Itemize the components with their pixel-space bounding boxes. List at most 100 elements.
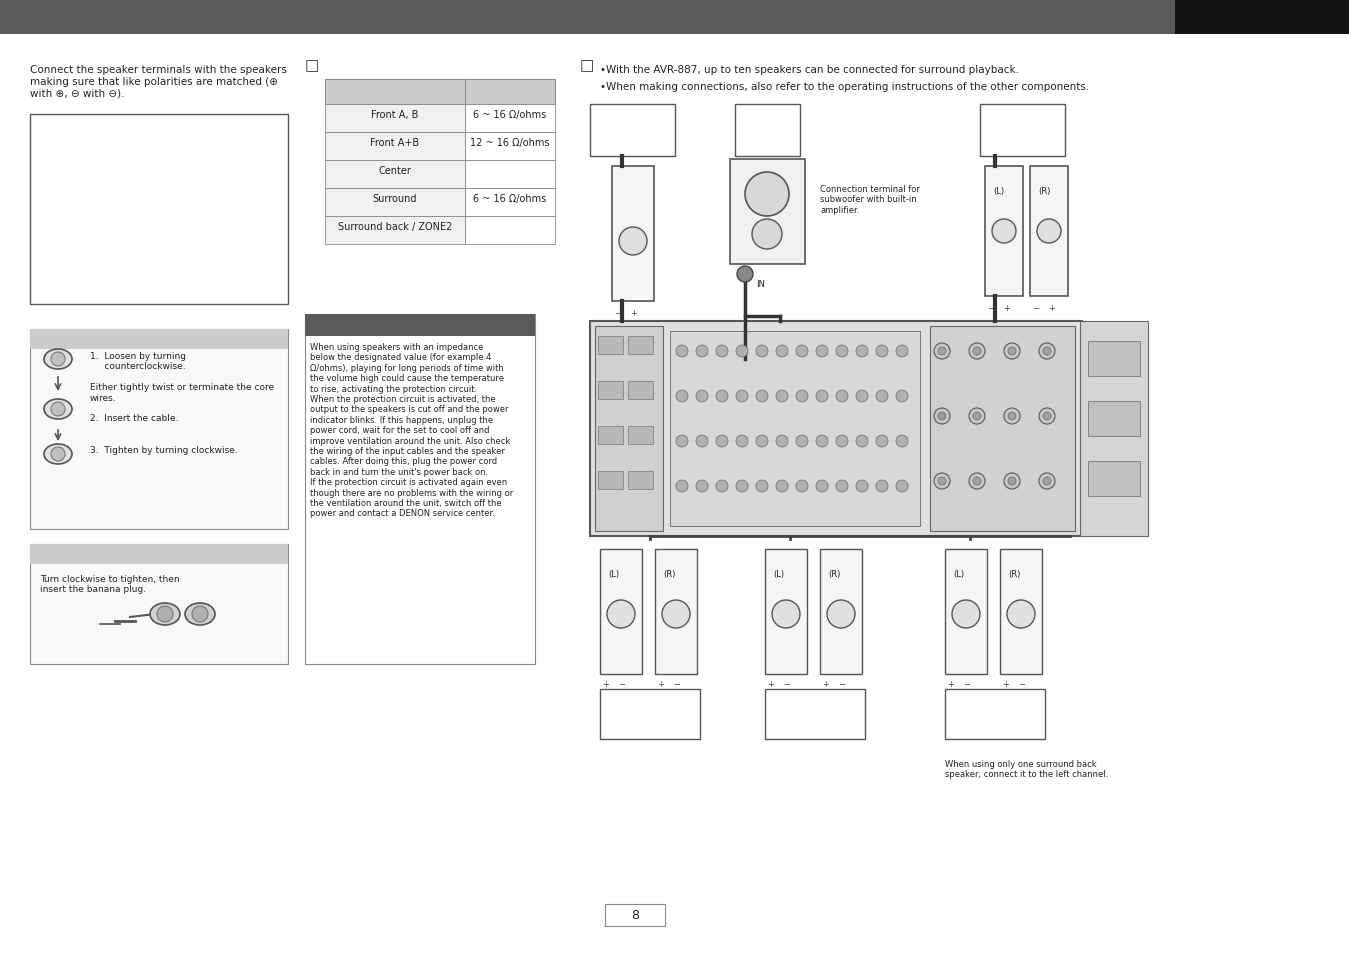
Circle shape [751,220,782,250]
Text: (R): (R) [828,569,840,578]
Bar [1089,341,1140,376]
Bar [929,327,1075,532]
Text: Surround: Surround [372,193,417,204]
Circle shape [896,480,908,493]
Text: □: □ [305,58,320,73]
Bar [670,332,920,526]
Circle shape [973,413,981,420]
Ellipse shape [185,603,214,625]
Text: +: + [822,679,828,688]
Circle shape [938,413,946,420]
Circle shape [662,600,689,628]
Text: +: + [768,679,774,688]
Circle shape [973,477,981,485]
Bar [465,105,554,132]
Circle shape [676,346,688,357]
Circle shape [1039,409,1055,424]
Bar [1175,0,1349,35]
Bar [629,472,653,490]
Bar [765,550,807,675]
Bar [325,216,465,245]
Circle shape [776,346,788,357]
Bar [590,322,1082,537]
Bar [465,80,554,105]
Text: −: − [1032,304,1039,313]
Text: When using only one surround back
speaker, connect it to the left channel.: When using only one surround back speake… [946,760,1109,779]
Text: (R): (R) [662,569,676,578]
Circle shape [816,480,828,493]
Bar [325,189,465,216]
Circle shape [816,391,828,402]
Circle shape [716,436,728,448]
Circle shape [755,436,768,448]
Text: −: − [1018,679,1025,688]
Circle shape [755,391,768,402]
Text: (L): (L) [993,187,1004,195]
Circle shape [1043,413,1051,420]
Ellipse shape [45,399,71,419]
Circle shape [696,480,708,493]
Circle shape [896,346,908,357]
Bar [820,550,862,675]
Circle shape [952,600,979,628]
Bar [590,105,674,157]
Circle shape [816,346,828,357]
Circle shape [1043,477,1051,485]
Bar [946,689,1045,740]
Circle shape [156,606,173,622]
Bar [325,105,465,132]
Bar [30,544,287,664]
Circle shape [796,480,808,493]
Bar [985,167,1023,296]
Bar [730,160,805,265]
Circle shape [51,448,65,461]
Text: +: + [947,679,954,688]
Circle shape [896,436,908,448]
Text: (R): (R) [1037,187,1051,195]
Circle shape [676,391,688,402]
Bar [598,472,623,490]
Circle shape [1004,474,1020,490]
Bar [600,689,700,740]
Circle shape [737,267,753,283]
Circle shape [619,228,648,255]
Text: −: − [782,679,791,688]
Bar [1081,322,1148,537]
Circle shape [934,409,950,424]
Bar [1089,461,1140,497]
Bar [325,80,465,105]
Bar [629,427,653,444]
Circle shape [676,436,688,448]
Bar [0,0,1349,35]
Bar [629,381,653,399]
Bar [612,167,654,302]
Circle shape [857,391,867,402]
Circle shape [857,480,867,493]
Circle shape [934,474,950,490]
Text: Center: Center [379,166,411,175]
Bar [305,314,536,664]
Bar [735,105,800,157]
Bar [656,550,697,675]
Bar [1031,167,1068,296]
Text: When using speakers with an impedance
below the designated value (for example 4
: When using speakers with an impedance be… [310,343,513,517]
Circle shape [1039,474,1055,490]
Circle shape [973,348,981,355]
Circle shape [745,172,789,216]
Circle shape [876,391,888,402]
Text: −: − [838,679,844,688]
Circle shape [876,480,888,493]
Circle shape [696,436,708,448]
Circle shape [796,391,808,402]
Circle shape [737,346,747,357]
Bar [30,544,287,564]
Text: +: + [657,679,664,688]
Circle shape [969,474,985,490]
Bar [598,336,623,355]
Circle shape [716,391,728,402]
Text: (L): (L) [952,569,965,578]
Ellipse shape [45,444,71,464]
Circle shape [836,391,849,402]
Text: +: + [602,679,608,688]
Circle shape [934,344,950,359]
